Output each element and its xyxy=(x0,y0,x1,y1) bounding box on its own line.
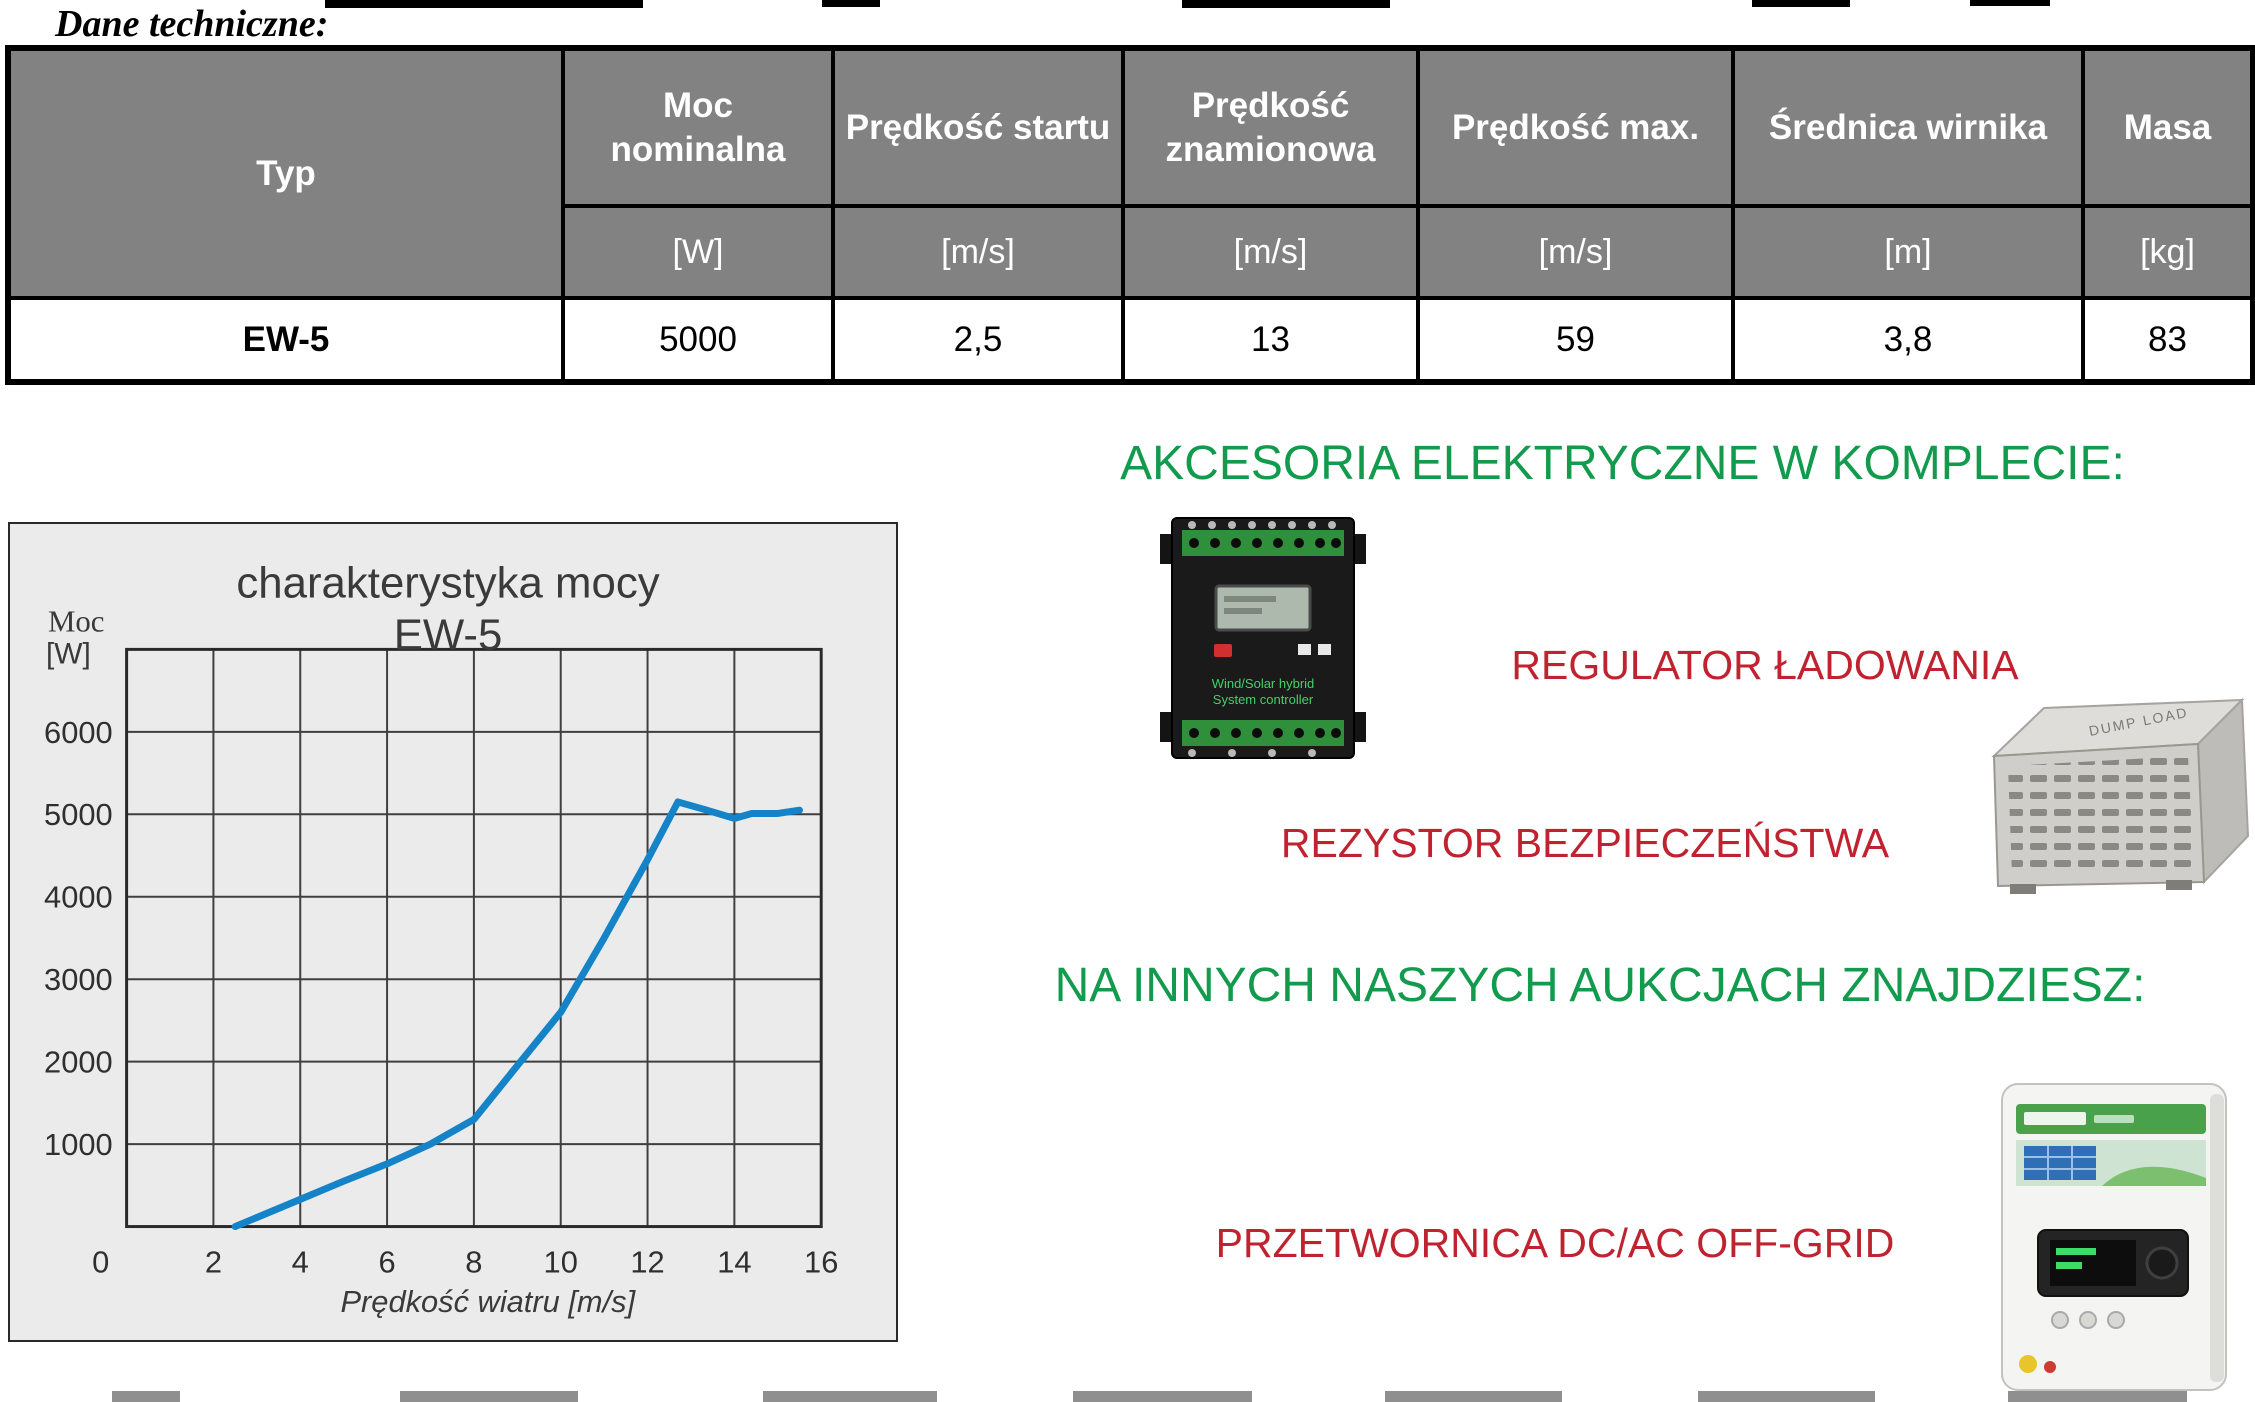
cropped-image-fragment xyxy=(1698,1391,1875,1402)
page-title: Dane techniczne: xyxy=(55,3,329,45)
unit-ms-1: [m/s] xyxy=(831,204,1125,300)
col-header-srednica-wirnika: Średnica wirnika xyxy=(1731,46,2085,208)
svg-text:6: 6 xyxy=(378,1244,395,1279)
inverter-image xyxy=(1998,1082,2238,1394)
specs-table: Typ Moc nominalna Prędkość startu Prędko… xyxy=(5,45,2255,385)
svg-text:charakterystyka mocy: charakterystyka mocy xyxy=(236,559,659,608)
svg-text:10: 10 xyxy=(544,1244,578,1279)
svg-text:6000: 6000 xyxy=(44,715,113,750)
auctions-heading: NA INNYCH NASZYCH AUKCJACH ZNAJDZIESZ: xyxy=(1054,959,2146,1012)
col-header-moc-nominalna: Moc nominalna xyxy=(561,46,835,208)
cropped-image-fragment xyxy=(2008,1391,2187,1402)
cell-typ: EW-5 xyxy=(6,296,565,384)
accessories-heading: AKCESORIA ELEKTRYCZNE W KOMPLECIE: xyxy=(1120,437,2125,490)
cropped-image-fragment xyxy=(1073,1391,1252,1402)
svg-text:16: 16 xyxy=(804,1244,838,1279)
svg-text:Moc: Moc xyxy=(48,604,105,638)
unit-kg: [kg] xyxy=(2081,204,2255,300)
cell-predkosc-znamionowa: 13 xyxy=(1121,296,1420,384)
resistor-label: REZYSTOR BEZPIECZEŃSTWA xyxy=(1280,820,1890,866)
cell-masa: 83 xyxy=(2081,296,2255,384)
col-header-predkosc-max: Prędkość max. xyxy=(1416,46,1735,208)
power-chart-panel: 1000 2000 3000 4000 5000 6000 0 2 4 6 8 10 12 14 16 cha… xyxy=(8,522,898,1342)
svg-text:2: 2 xyxy=(205,1244,222,1279)
cropped-text-fragment xyxy=(325,0,643,8)
col-header-typ: Typ xyxy=(6,46,565,300)
svg-text:4: 4 xyxy=(292,1244,309,1279)
unit-ms-2: [m/s] xyxy=(1121,204,1420,300)
cropped-image-fragment xyxy=(400,1391,578,1402)
cell-predkosc-max: 59 xyxy=(1416,296,1735,384)
cropped-image-fragment xyxy=(112,1391,180,1402)
col-header-masa: Masa xyxy=(2081,46,2255,208)
controller-text-line2: System controller xyxy=(1213,692,1314,707)
table-row: EW-5 5000 2,5 13 59 3,8 83 xyxy=(6,296,2255,384)
inverter-label: PRZETWORNICA DC/AC OFF-GRID xyxy=(1215,1220,1895,1266)
cropped-text-fragment xyxy=(822,0,880,7)
cropped-text-fragment xyxy=(1970,0,2050,6)
cropped-image-fragment xyxy=(1385,1391,1562,1402)
col-header-predkosc-startu: Prędkość startu xyxy=(831,46,1125,208)
dump-load-image: DUMP LOAD xyxy=(1980,686,2252,904)
unit-w: [W] xyxy=(561,204,835,300)
svg-text:12: 12 xyxy=(630,1244,664,1279)
svg-text:3000: 3000 xyxy=(44,962,113,997)
svg-text:2000: 2000 xyxy=(44,1045,113,1080)
svg-text:14: 14 xyxy=(717,1244,751,1279)
svg-text:0: 0 xyxy=(92,1244,109,1279)
cropped-image-fragment xyxy=(763,1391,937,1402)
svg-text:Prędkość wiatru [m/s]: Prędkość wiatru [m/s] xyxy=(340,1284,636,1319)
cell-predkosc-startu: 2,5 xyxy=(831,296,1125,384)
cell-moc-nominalna: 5000 xyxy=(561,296,835,384)
svg-text:8: 8 xyxy=(465,1244,482,1279)
cropped-text-fragment xyxy=(1752,0,1850,7)
power-chart-svg: 1000 2000 3000 4000 5000 6000 0 2 4 6 8 10 12 14 16 cha… xyxy=(44,559,838,1319)
svg-text:EW-5: EW-5 xyxy=(394,610,503,659)
unit-ms-3: [m/s] xyxy=(1416,204,1735,300)
regulator-label: REGULATOR ŁADOWANIA xyxy=(1511,642,2019,688)
charge-controller-image: Wind/Solar hybrid System controller xyxy=(1158,516,1368,760)
controller-text-line1: Wind/Solar hybrid xyxy=(1212,676,1315,691)
svg-text:1000: 1000 xyxy=(44,1127,113,1162)
svg-text:4000: 4000 xyxy=(44,880,113,915)
col-header-predkosc-znamionowa: Prędkość znamionowa xyxy=(1121,46,1420,208)
svg-text:[W]: [W] xyxy=(46,637,91,670)
cropped-text-fragment xyxy=(1182,0,1390,8)
svg-text:5000: 5000 xyxy=(44,797,113,832)
unit-m: [m] xyxy=(1731,204,2085,300)
cell-srednica-wirnika: 3,8 xyxy=(1731,296,2085,384)
